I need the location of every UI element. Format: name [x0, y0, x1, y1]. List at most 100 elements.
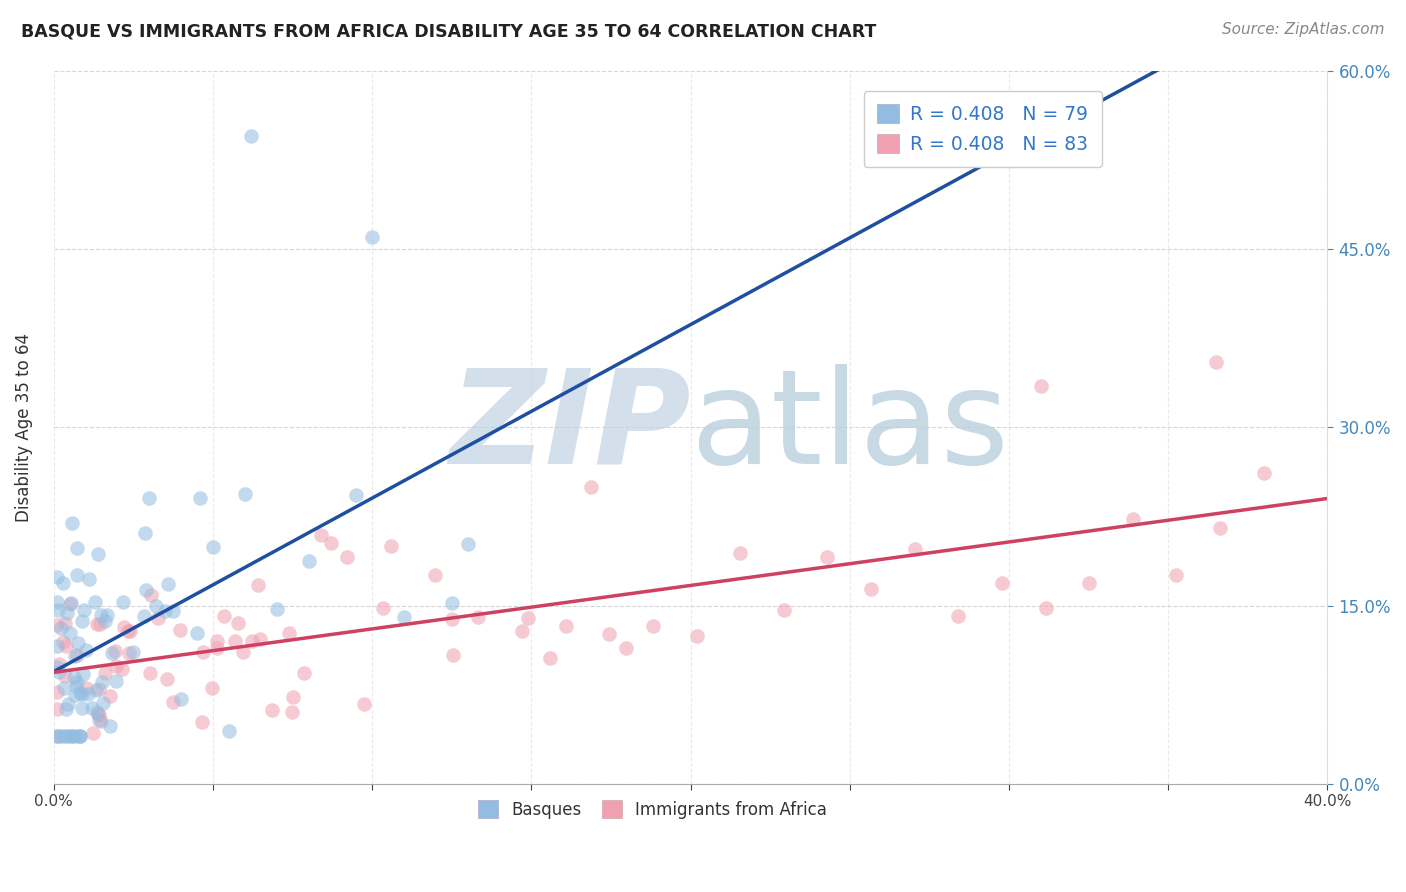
- Point: [579, 480, 602, 494]
- Point: [82, 701, 104, 715]
- Point: [240, 129, 263, 144]
- Legend: Basques, Immigrants from Africa: Basques, Immigrants from Africa: [471, 794, 834, 825]
- Point: [65, 679, 87, 693]
- Point: [46, 729, 69, 743]
- Point: [105, 658, 128, 673]
- Text: Source: ZipAtlas.com: Source: ZipAtlas.com: [1222, 22, 1385, 37]
- Point: [218, 723, 240, 738]
- Point: [60, 729, 83, 743]
- Point: [224, 634, 246, 648]
- Point: [205, 641, 228, 656]
- Point: [162, 696, 184, 710]
- Point: [772, 603, 794, 617]
- Point: [141, 588, 163, 602]
- Point: [46, 595, 69, 609]
- Point: [48, 729, 70, 743]
- Point: [280, 705, 302, 719]
- Point: [156, 672, 179, 686]
- Point: [98, 718, 121, 732]
- Point: [60, 516, 83, 530]
- Point: [83, 595, 105, 609]
- Point: [52, 729, 75, 743]
- Point: [53, 669, 76, 683]
- Point: [77, 572, 100, 586]
- Point: [55, 702, 77, 716]
- Text: ZIP: ZIP: [449, 364, 690, 491]
- Point: [89, 713, 111, 727]
- Point: [46, 639, 69, 653]
- Point: [146, 611, 169, 625]
- Point: [70, 614, 93, 628]
- Point: [63, 670, 86, 684]
- Point: [240, 634, 263, 648]
- Point: [169, 623, 191, 637]
- Point: [361, 230, 384, 244]
- Point: [516, 610, 538, 624]
- Point: [105, 674, 128, 689]
- Point: [205, 634, 228, 648]
- Point: [86, 617, 108, 632]
- Point: [616, 641, 638, 656]
- Point: [1209, 521, 1232, 535]
- Point: [111, 662, 134, 676]
- Point: [373, 600, 395, 615]
- Point: [72, 666, 94, 681]
- Point: [46, 660, 69, 674]
- Point: [728, 546, 751, 560]
- Point: [139, 665, 162, 680]
- Point: [860, 582, 883, 596]
- Point: [309, 527, 332, 541]
- Point: [94, 614, 117, 628]
- Point: [48, 665, 70, 679]
- Point: [266, 602, 288, 616]
- Point: [66, 648, 89, 663]
- Point: [112, 595, 135, 609]
- Point: [510, 624, 533, 639]
- Point: [815, 549, 838, 564]
- Point: [685, 629, 707, 643]
- Point: [51, 621, 73, 635]
- Point: [157, 577, 180, 591]
- Point: [70, 687, 93, 701]
- Point: [86, 705, 108, 719]
- Point: [90, 714, 112, 729]
- Point: [46, 569, 69, 583]
- Point: [53, 616, 76, 631]
- Point: [87, 706, 110, 721]
- Point: [278, 626, 301, 640]
- Point: [94, 665, 117, 680]
- Point: [170, 692, 193, 706]
- Point: [114, 620, 136, 634]
- Point: [554, 619, 576, 633]
- Point: [598, 627, 620, 641]
- Point: [69, 729, 91, 743]
- Point: [46, 729, 69, 743]
- Point: [75, 681, 97, 695]
- Point: [55, 729, 77, 743]
- Point: [1078, 575, 1101, 590]
- Point: [91, 697, 114, 711]
- Point: [262, 702, 284, 716]
- Point: [991, 576, 1014, 591]
- Point: [52, 635, 75, 649]
- Point: [1035, 600, 1057, 615]
- Point: [212, 608, 235, 623]
- Point: [226, 615, 249, 630]
- Point: [66, 568, 89, 582]
- Point: [63, 688, 86, 702]
- Point: [193, 645, 215, 659]
- Point: [190, 714, 212, 729]
- Point: [52, 575, 75, 590]
- Point: [344, 488, 367, 502]
- Point: [233, 486, 256, 500]
- Point: [249, 632, 271, 646]
- Point: [56, 606, 79, 620]
- Point: [145, 599, 167, 614]
- Point: [1029, 379, 1052, 393]
- Point: [104, 644, 127, 658]
- Point: [948, 608, 970, 623]
- Point: [118, 624, 141, 638]
- Point: [66, 541, 89, 556]
- Point: [100, 646, 122, 660]
- Point: [58, 729, 80, 743]
